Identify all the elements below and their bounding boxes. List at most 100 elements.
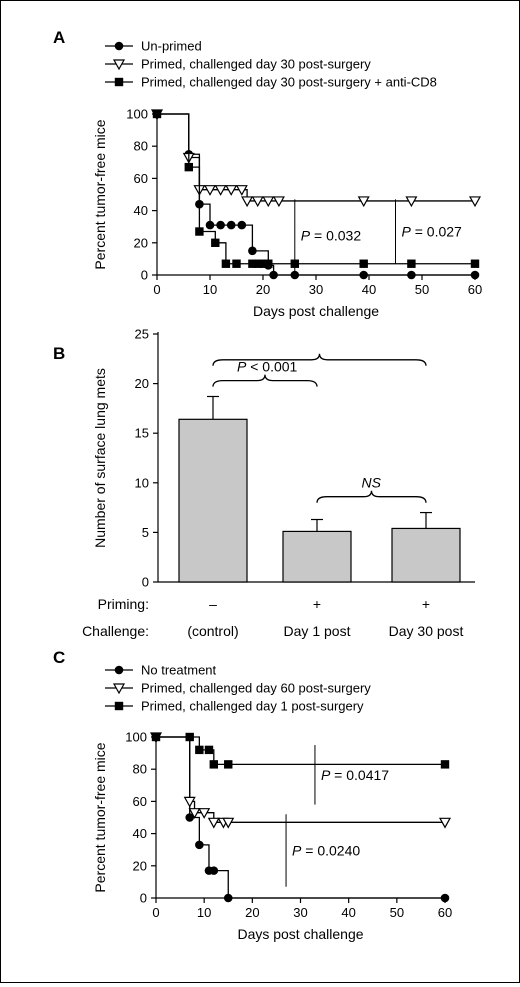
x-tick-label: 50 xyxy=(415,282,429,297)
panel-letter: A xyxy=(53,28,65,47)
data-point xyxy=(470,259,480,268)
x-tick-label: 20 xyxy=(256,282,270,297)
p-value-label: P = 0.0417 xyxy=(321,767,389,783)
data-point xyxy=(269,270,278,280)
significance-bracket xyxy=(316,490,427,503)
legend-marker xyxy=(112,59,126,71)
p-value-label: P = 0.032 xyxy=(301,228,362,244)
data-point xyxy=(224,760,233,769)
data-point xyxy=(183,796,196,808)
x-tick-label: 0 xyxy=(153,282,160,297)
y-tick-label: 80 xyxy=(134,139,148,154)
data-point xyxy=(241,196,254,208)
legend-label: No treatment xyxy=(141,663,217,678)
row-value: Day 30 post xyxy=(389,623,464,639)
x-tick-label: 40 xyxy=(341,905,355,920)
data-point xyxy=(216,220,225,230)
p-value-label: P = 0.027 xyxy=(402,224,463,240)
data-point xyxy=(407,270,416,280)
legend-label: Un-primed xyxy=(141,39,202,54)
bar xyxy=(282,530,352,583)
x-axis-label: Days post challenge xyxy=(237,926,363,942)
bar xyxy=(391,527,461,583)
x-tick-label: 10 xyxy=(203,282,217,297)
significance-bracket xyxy=(212,374,318,387)
x-tick-label: 60 xyxy=(438,905,452,920)
data-point xyxy=(405,196,418,208)
y-tick-label: 100 xyxy=(126,107,148,122)
data-point xyxy=(152,109,162,119)
data-point xyxy=(207,817,220,829)
series-line xyxy=(157,113,475,202)
data-point xyxy=(440,893,450,903)
data-point xyxy=(232,259,241,268)
p-value-label: P = 0.0240 xyxy=(292,843,360,859)
data-point xyxy=(195,227,204,236)
y-axis-label: Percent tumor-free mice xyxy=(92,742,108,892)
row-value: + xyxy=(422,596,430,612)
data-point xyxy=(272,196,285,208)
series-line xyxy=(156,736,445,899)
data-point xyxy=(211,238,220,247)
data-point xyxy=(188,808,201,819)
y-tick-label: 10 xyxy=(135,475,149,490)
data-point xyxy=(468,196,482,208)
data-point xyxy=(195,745,204,755)
data-point xyxy=(198,808,211,819)
data-point xyxy=(195,840,204,850)
data-point xyxy=(264,259,273,268)
significance-label: P < 0.001 xyxy=(237,359,298,375)
legend-label: Primed, challenged day 30 post-surgery xyxy=(141,57,371,72)
row-value: – xyxy=(209,596,217,612)
data-point xyxy=(205,220,215,230)
bar xyxy=(178,418,248,583)
x-axis-label: Days post challenge xyxy=(253,303,379,319)
data-point xyxy=(235,185,248,196)
x-tick-label: 60 xyxy=(468,282,482,297)
y-tick-label: 20 xyxy=(135,376,149,391)
row-value: + xyxy=(313,596,321,612)
row-label: Challenge: xyxy=(82,623,149,639)
data-point xyxy=(203,185,217,196)
data-point xyxy=(214,185,227,196)
data-point xyxy=(407,259,416,268)
y-tick-label: 100 xyxy=(125,730,147,745)
y-tick-label: 25 xyxy=(135,327,149,342)
legend-marker xyxy=(114,77,124,87)
data-point xyxy=(184,162,193,172)
panel-letter: C xyxy=(53,648,65,667)
data-point xyxy=(251,196,264,208)
legend-label: Primed, challenged day 1 post-surgery xyxy=(141,699,364,714)
data-point xyxy=(253,259,262,268)
legend-marker xyxy=(112,683,126,695)
data-point xyxy=(225,185,238,196)
legend-marker xyxy=(114,41,124,51)
row-label: Priming: xyxy=(98,596,149,612)
y-tick-label: 60 xyxy=(134,171,148,186)
data-point xyxy=(226,220,236,230)
y-axis-label: Percent tumor-free mice xyxy=(92,119,108,269)
y-tick-label: 20 xyxy=(133,858,147,873)
significance-bracket xyxy=(212,353,427,366)
x-tick-label: 20 xyxy=(245,905,259,920)
y-tick-label: 15 xyxy=(135,426,149,441)
data-point xyxy=(440,760,450,769)
y-tick-label: 40 xyxy=(134,203,148,218)
x-tick-label: 0 xyxy=(152,905,159,920)
y-tick-label: 60 xyxy=(133,794,147,809)
legend-marker xyxy=(114,665,124,675)
data-point xyxy=(470,270,480,280)
row-value: (control) xyxy=(187,623,238,639)
legend-marker xyxy=(114,701,124,711)
data-point xyxy=(221,259,231,268)
data-point xyxy=(209,760,218,769)
data-point xyxy=(359,259,368,268)
x-tick-label: 30 xyxy=(309,282,323,297)
data-point xyxy=(262,196,275,208)
y-axis-label: Number of surface lung mets xyxy=(92,368,108,548)
y-tick-label: 20 xyxy=(134,235,148,250)
data-point xyxy=(204,745,214,755)
y-tick-label: 0 xyxy=(140,891,147,906)
